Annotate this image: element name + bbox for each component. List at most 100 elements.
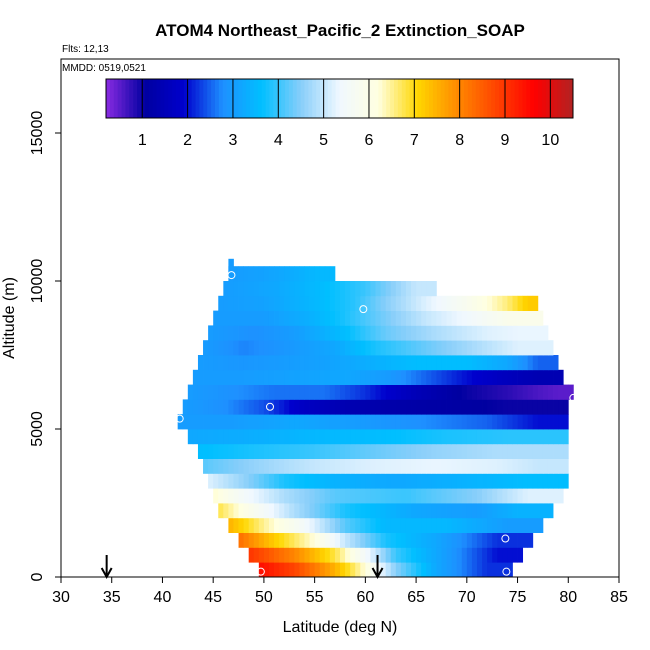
heatmap-cell — [426, 458, 432, 474]
heatmap-cell — [416, 443, 422, 459]
heatmap-cell — [345, 369, 351, 385]
heatmap-cell — [466, 458, 473, 474]
heatmap-cell — [208, 473, 214, 489]
heatmap-cell — [197, 414, 204, 430]
heatmap-cell — [385, 443, 392, 459]
heatmap-cell — [223, 443, 229, 459]
heatmap-cell — [238, 325, 245, 341]
heatmap-cell — [451, 547, 458, 563]
heatmap-cell — [284, 384, 290, 400]
colorbar-swatch — [448, 79, 453, 118]
heatmap-cell — [385, 369, 392, 385]
heatmap-cell — [492, 473, 498, 489]
heatmap-cell — [431, 429, 437, 445]
heatmap-cell — [537, 414, 544, 430]
heatmap-cell — [390, 488, 397, 504]
heatmap-cell — [522, 458, 529, 474]
heatmap-cell — [411, 384, 417, 400]
heatmap-cell — [421, 325, 427, 341]
heatmap-cell — [411, 429, 417, 445]
heatmap-cell — [228, 310, 234, 326]
heatmap-cell — [507, 532, 513, 548]
heatmap-cell — [512, 369, 518, 385]
heatmap-cell — [309, 325, 316, 341]
heatmap-cell — [507, 310, 513, 326]
colorbar-swatch — [285, 79, 290, 118]
colorbar-swatch — [358, 79, 364, 118]
heatmap-cell — [527, 295, 534, 311]
heatmap-cell — [405, 562, 412, 578]
heatmap-cell — [223, 340, 229, 356]
heatmap-cell — [487, 340, 493, 356]
colorbar-swatch — [343, 79, 348, 118]
heatmap-cell — [471, 429, 478, 445]
heatmap-cell — [405, 355, 412, 371]
heatmap-cell — [304, 355, 310, 371]
heatmap-cell — [542, 340, 549, 356]
heatmap-cell — [324, 325, 331, 341]
heatmap-cell — [522, 443, 529, 459]
heatmap-cell — [370, 384, 376, 400]
heatmap-cell — [441, 295, 447, 311]
heatmap-cell — [426, 473, 432, 489]
heatmap-cell — [426, 488, 432, 504]
heatmap-cell — [334, 473, 341, 489]
heatmap-cell — [324, 517, 331, 533]
heatmap-cell — [340, 325, 346, 341]
heatmap-cell — [527, 369, 534, 385]
heatmap-cell — [360, 399, 366, 415]
heatmap-cell — [334, 310, 341, 326]
heatmap-cell — [319, 443, 326, 459]
heatmap-cell — [380, 532, 387, 548]
heatmap-cell — [274, 473, 280, 489]
heatmap-cell — [345, 399, 351, 415]
heatmap-cell — [324, 340, 331, 356]
heatmap-cell — [238, 281, 245, 297]
heatmap-cell — [284, 488, 290, 504]
heatmap-cell — [421, 281, 427, 297]
heatmap-cell — [517, 443, 524, 459]
heatmap-cell — [461, 355, 468, 371]
colorbar-swatch — [273, 79, 278, 118]
heatmap-cell — [522, 340, 529, 356]
heatmap-cell — [243, 325, 250, 341]
heatmap-cell — [329, 266, 336, 282]
heatmap-cell — [390, 384, 397, 400]
colorbar-swatch — [460, 79, 465, 118]
heatmap-cell — [497, 384, 503, 400]
heatmap-cell — [390, 532, 397, 548]
heatmap-cell — [365, 340, 371, 356]
heatmap-cell — [416, 399, 422, 415]
heatmap-cell — [436, 414, 442, 430]
colorbar-swatch — [253, 79, 259, 118]
colorbar-tick-label: 6 — [365, 132, 374, 149]
heatmap-cell — [253, 295, 260, 311]
heatmap-cell — [340, 414, 346, 430]
heatmap-cell — [289, 547, 295, 563]
heatmap-cell — [294, 414, 300, 430]
heatmap-cell — [390, 503, 397, 519]
heatmap-cell — [507, 562, 513, 578]
heatmap-cell — [340, 281, 346, 297]
heatmap-cell — [487, 562, 493, 578]
heatmap-cell — [426, 340, 432, 356]
heatmap-cell — [370, 458, 376, 474]
colorbar-swatch — [409, 79, 414, 118]
heatmap-cell — [208, 399, 214, 415]
heatmap-cell — [466, 295, 473, 311]
heatmap-cell — [284, 281, 290, 297]
heatmap-cell — [309, 384, 316, 400]
heatmap-cell — [314, 281, 321, 297]
heatmap-cell — [507, 399, 513, 415]
heatmap-cell — [268, 295, 275, 311]
heatmap-cell — [294, 562, 300, 578]
heatmap-cell — [263, 281, 270, 297]
colorbar-swatch — [203, 79, 208, 118]
heatmap-cell — [527, 503, 534, 519]
heatmap-cell — [197, 399, 204, 415]
heatmap-cell — [563, 399, 569, 415]
heatmap-cell — [446, 547, 452, 563]
heatmap-cell — [431, 503, 437, 519]
heatmap-cell — [319, 384, 326, 400]
heatmap-cell — [253, 429, 260, 445]
